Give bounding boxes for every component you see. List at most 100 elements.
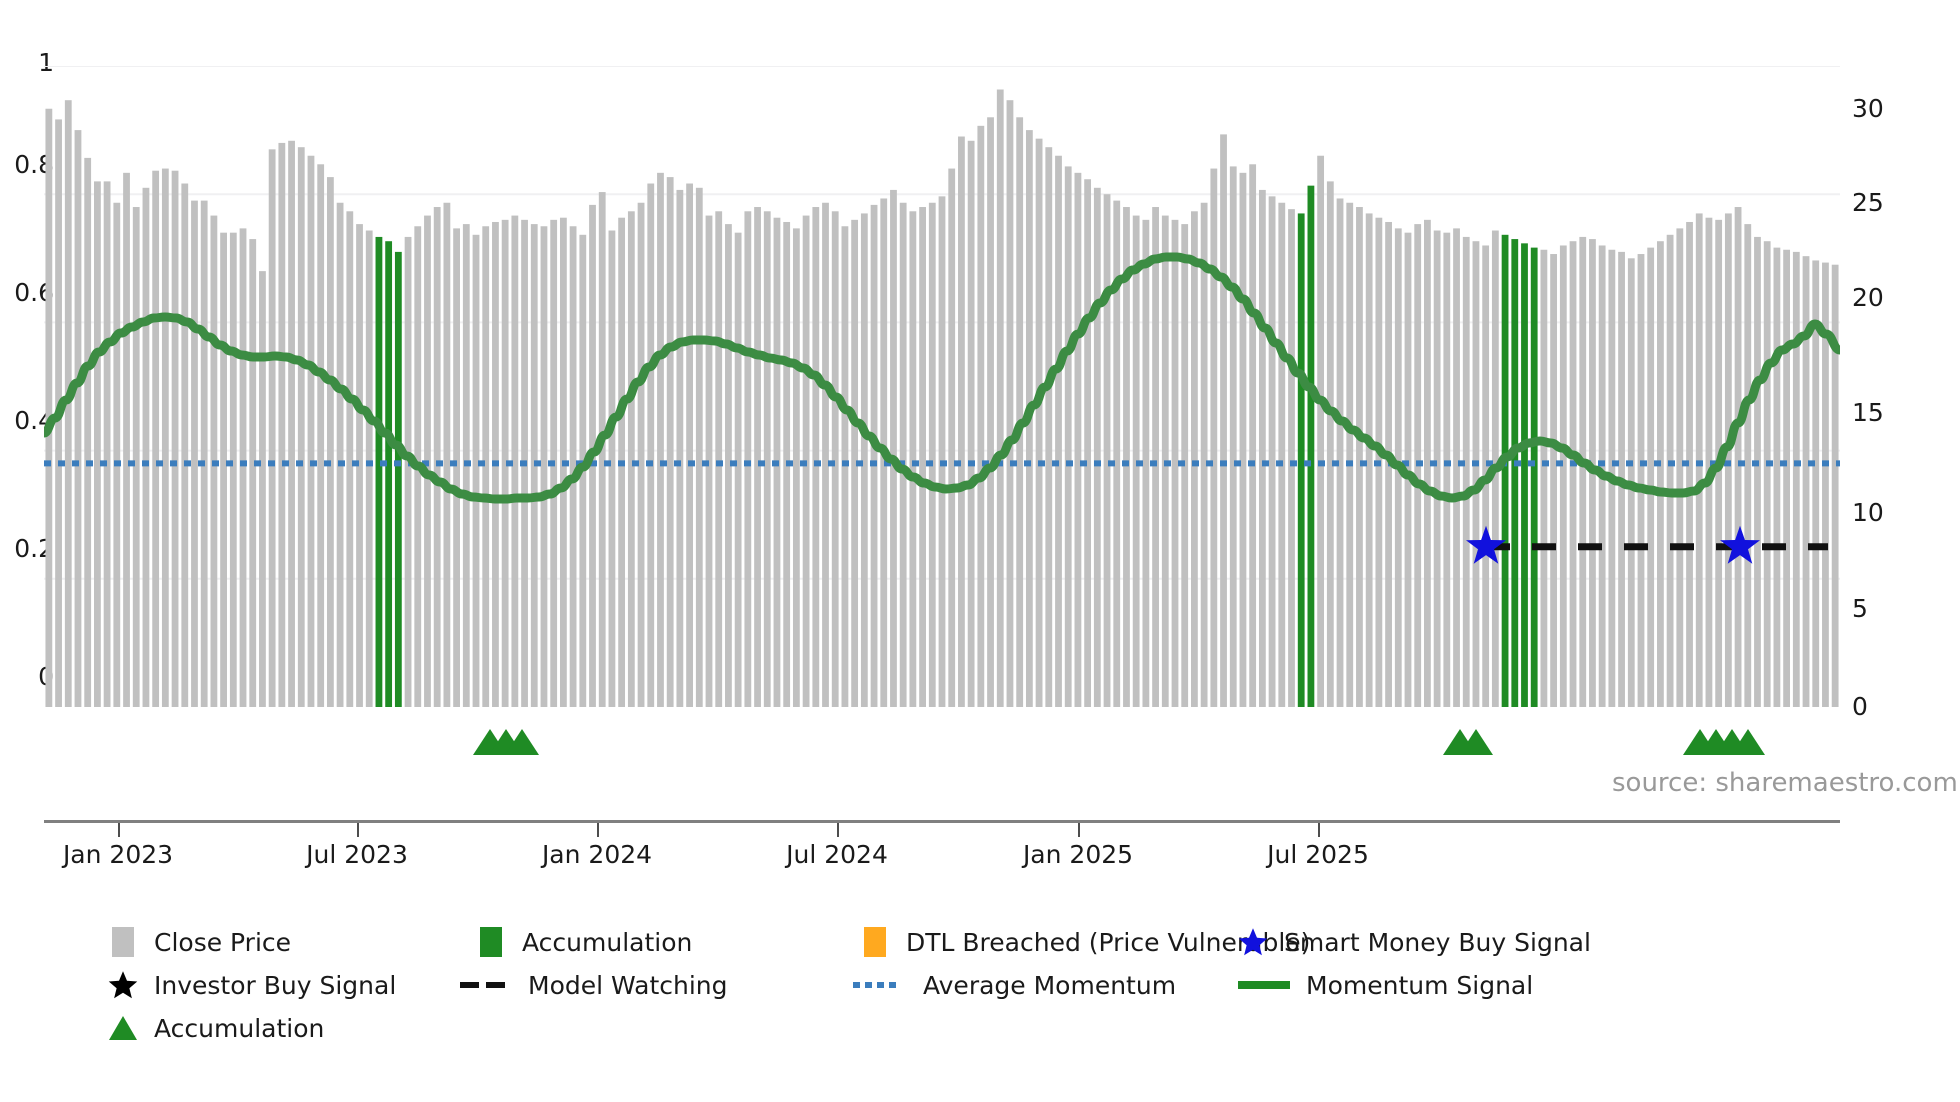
close-price-bar xyxy=(725,224,732,708)
close-price-bar xyxy=(763,211,771,708)
accumulation-bar xyxy=(1501,234,1509,708)
smart-money-star-icon xyxy=(1238,925,1268,959)
model-watching-dash-icon xyxy=(460,982,512,988)
close-price-bar xyxy=(734,232,742,707)
legend-item-accumulation-marker[interactable]: Accumulation xyxy=(108,1011,324,1045)
close-price-bar xyxy=(569,226,577,707)
accumulation-triangle-marker xyxy=(1731,729,1765,755)
close-price-bar xyxy=(1734,207,1742,707)
close-price-bar xyxy=(1744,224,1752,708)
close-price-bar xyxy=(1103,194,1111,707)
close-price-bar xyxy=(666,177,674,708)
accumulation-triangle-marker xyxy=(1459,729,1493,755)
close-price-bar xyxy=(123,172,130,707)
close-price-bar xyxy=(229,232,237,707)
legend-label-accumulation-marker: Accumulation xyxy=(154,1013,325,1043)
close-price-bar xyxy=(152,170,160,707)
accumulation-triangle-icon xyxy=(108,1011,138,1045)
close-price-bar xyxy=(1200,202,1208,707)
close-price-bar xyxy=(1472,241,1480,707)
close-price-bar xyxy=(45,108,53,708)
close-price-bar xyxy=(928,202,936,707)
close-price-bar xyxy=(249,239,257,707)
close-price-bar xyxy=(1540,249,1548,707)
legend-label-close-price: Close Price xyxy=(154,927,292,957)
close-price-bar xyxy=(336,202,344,707)
x-axis-tick-3 xyxy=(837,823,839,837)
legend-label-momentum-signal: Momentum Signal xyxy=(1306,970,1534,1000)
close-price-bar xyxy=(1288,209,1295,707)
legend-item-average-momentum[interactable]: Average Momentum xyxy=(853,968,1176,1002)
close-price-bar xyxy=(1647,247,1655,707)
close-price-bar xyxy=(909,211,917,708)
close-price-bar xyxy=(1191,211,1198,708)
close-price-bar xyxy=(1336,198,1344,707)
close-price-bar xyxy=(181,183,189,707)
close-price-bar xyxy=(598,192,606,707)
close-price-bar xyxy=(1152,207,1159,707)
close-price-bar xyxy=(1365,213,1373,707)
close-price-bar xyxy=(860,213,868,707)
close-price-bar xyxy=(142,187,150,707)
close-price-bar xyxy=(1724,213,1732,707)
x-axis-tick-1 xyxy=(357,823,359,837)
close-price-bar xyxy=(433,207,441,707)
close-price-bar xyxy=(1773,247,1781,707)
close-price-bar xyxy=(1579,236,1587,707)
close-price-bar xyxy=(1317,155,1325,707)
close-price-bar xyxy=(191,200,198,708)
close-price-bar xyxy=(792,228,800,707)
smart-money-buy-star xyxy=(1466,525,1506,564)
close-price-bar xyxy=(1550,254,1558,707)
close-price-bar xyxy=(161,168,169,707)
close-price-bar xyxy=(695,187,703,707)
x-axis-tick-0 xyxy=(118,823,120,837)
close-price-bar xyxy=(113,202,121,707)
close-price-bar xyxy=(676,189,684,707)
close-price-bar xyxy=(1346,202,1354,707)
plot-area xyxy=(44,66,1840,755)
accumulation-bar xyxy=(1307,185,1315,707)
x-axis-label-jan-2025: Jan 2025 xyxy=(1022,840,1134,869)
close-price-bar xyxy=(356,224,363,708)
close-price-bar xyxy=(870,204,878,707)
smart-money-buy-star xyxy=(1720,525,1760,564)
close-price-swatch-icon xyxy=(108,925,138,959)
close-price-bar xyxy=(200,200,208,708)
legend-label-smart-money-buy: Smart Money Buy Signal xyxy=(1284,927,1591,957)
close-price-bar xyxy=(1016,117,1024,707)
legend-label-model-watching: Model Watching xyxy=(528,970,728,1000)
close-price-bar xyxy=(1074,172,1082,707)
accumulation-bar xyxy=(1511,239,1519,707)
accumulation-swatch-icon xyxy=(476,925,506,959)
close-price-bar xyxy=(948,168,956,707)
dtl-breached-swatch-icon xyxy=(860,925,890,959)
momentum-signal-line xyxy=(44,252,1840,504)
close-price-bar xyxy=(1802,256,1810,707)
legend-item-close-price[interactable]: Close Price xyxy=(108,925,291,959)
close-price-bar xyxy=(346,211,354,708)
legend-item-smart-money-buy[interactable]: Smart Money Buy Signal xyxy=(1238,925,1591,959)
close-price-bar xyxy=(1249,164,1257,707)
close-price-bar xyxy=(1278,202,1286,707)
y-axis-left-tick-1: 1 xyxy=(38,48,54,77)
legend-label-accumulation-bar: Accumulation xyxy=(522,927,693,957)
close-price-bar xyxy=(103,181,111,707)
legend-item-momentum-signal[interactable]: Momentum Signal xyxy=(1238,968,1533,1002)
close-price-bar xyxy=(482,226,490,707)
close-price-bar xyxy=(1754,236,1761,707)
close-price-bar xyxy=(1443,232,1451,707)
legend-item-investor-buy[interactable]: Investor Buy Signal xyxy=(108,968,396,1002)
y-axis-right-tick-10: 10 xyxy=(1852,498,1884,527)
accumulation-triangle-marker xyxy=(505,729,539,755)
close-price-bar xyxy=(404,236,412,707)
legend-item-accumulation-bar[interactable]: Accumulation xyxy=(476,925,692,959)
close-price-bar xyxy=(1763,241,1771,707)
close-price-bar xyxy=(754,207,761,707)
y-axis-right-tick-5: 5 xyxy=(1852,594,1868,623)
close-price-bar xyxy=(1055,155,1062,707)
accumulation-bar xyxy=(1521,243,1528,707)
legend-item-model-watching[interactable]: Model Watching xyxy=(460,968,728,1002)
close-price-bar xyxy=(365,230,373,707)
